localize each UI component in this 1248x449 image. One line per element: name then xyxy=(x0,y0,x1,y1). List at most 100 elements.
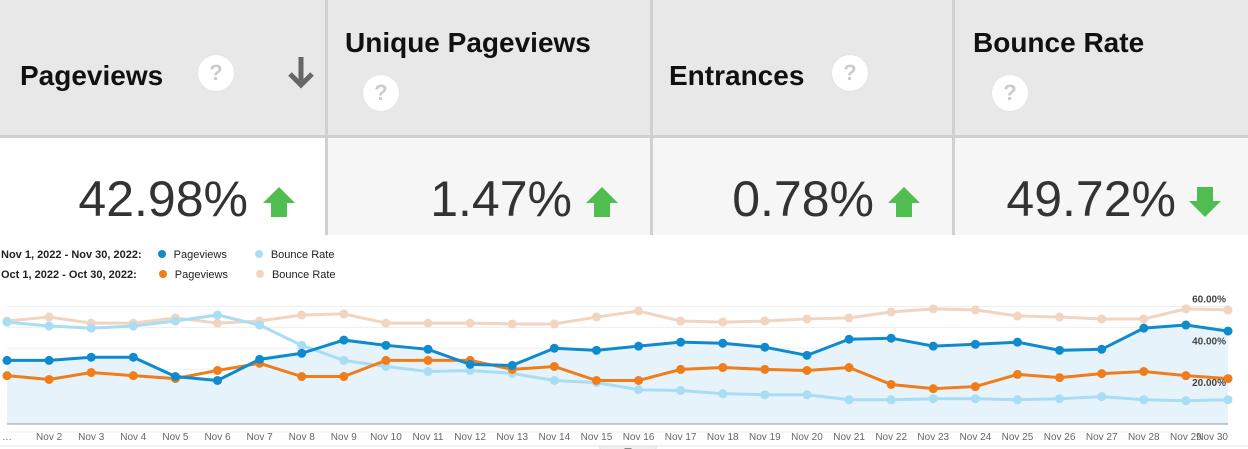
data-point xyxy=(213,318,223,328)
value-cell-unique-pageviews xyxy=(328,138,650,235)
data-point xyxy=(760,316,770,326)
data-point xyxy=(297,348,307,358)
value-cell-pageviews xyxy=(0,138,325,235)
data-point xyxy=(970,339,980,349)
legend-label: Pageviews xyxy=(173,249,227,261)
data-point xyxy=(255,354,265,364)
data-point xyxy=(634,385,644,395)
legend-label: Bounce Rate xyxy=(270,249,335,261)
data-point xyxy=(844,313,854,323)
divider xyxy=(952,0,955,235)
metric-title[interactable]: Entrances xyxy=(669,60,805,91)
data-point xyxy=(591,375,601,385)
data-point xyxy=(844,334,854,344)
header-unique-pageviews[interactable] xyxy=(328,0,650,138)
header-pageviews[interactable] xyxy=(0,0,325,138)
data-point xyxy=(1097,314,1107,324)
data-point xyxy=(1223,395,1233,405)
help-icon[interactable]: ? xyxy=(198,55,234,91)
data-point xyxy=(381,318,391,328)
metric-value: 42.98% xyxy=(78,171,248,227)
data-point xyxy=(170,372,180,382)
data-point xyxy=(760,390,770,400)
x-tick-label: Nov 15 xyxy=(581,432,613,443)
x-tick-label: Nov 4 xyxy=(120,432,147,443)
data-point xyxy=(676,386,686,396)
data-point xyxy=(549,343,559,353)
x-tick-label: Nov 6 xyxy=(204,432,231,443)
data-point xyxy=(339,372,349,382)
x-tick-label: Nov 28 xyxy=(1128,432,1160,443)
legend-dot-icon xyxy=(254,250,263,258)
data-point xyxy=(549,361,559,371)
trend-up-icon xyxy=(263,187,295,217)
x-tick-label: Nov 29 xyxy=(1170,432,1202,443)
x-tick-label: Nov 22 xyxy=(875,432,907,443)
legend-row-current: Nov 1, 2022 - Nov 30, 2022: Pageviews Boun… xyxy=(1,249,334,261)
help-icon[interactable]: ? xyxy=(363,75,399,111)
sort-down-arrow-icon[interactable] xyxy=(286,55,316,89)
x-tick-label: Nov 17 xyxy=(665,432,697,443)
series-line xyxy=(7,323,1229,383)
legend-label: Bounce Rate xyxy=(271,269,336,281)
metric-title[interactable]: Unique Pageviews xyxy=(345,27,591,58)
data-point xyxy=(1012,311,1022,321)
x-tick-label: Nov 10 xyxy=(370,432,402,443)
data-point xyxy=(928,341,938,351)
data-point xyxy=(2,355,12,365)
data-point xyxy=(423,366,433,376)
data-point xyxy=(1012,337,1022,347)
data-point xyxy=(170,316,180,326)
x-tick-label: Nov 12 xyxy=(454,432,486,443)
data-point xyxy=(1055,394,1065,404)
data-point xyxy=(339,335,349,345)
data-point xyxy=(718,317,728,327)
series-line xyxy=(6,307,1229,326)
data-point xyxy=(591,312,601,322)
legend-range: Nov 1, 2022 - Nov 30, 2022: xyxy=(1,249,142,261)
data-point xyxy=(507,319,517,329)
data-point xyxy=(802,350,812,360)
data-point xyxy=(676,337,686,347)
x-tick-label: Nov 5 xyxy=(162,432,189,443)
trend-up-icon xyxy=(888,187,920,217)
data-point xyxy=(634,306,644,316)
metric-value: 1.47% xyxy=(430,171,572,227)
y-tick-label: 60.00% xyxy=(1192,294,1226,305)
data-point xyxy=(928,304,938,314)
metric-value: 0.78% xyxy=(732,171,874,227)
legend-label: Pageviews xyxy=(174,269,228,281)
data-point xyxy=(928,394,938,404)
data-point xyxy=(2,371,12,381)
data-point xyxy=(1055,345,1065,355)
header-entrances[interactable] xyxy=(653,0,952,138)
data-point xyxy=(928,384,938,394)
data-point xyxy=(44,321,54,331)
help-icon[interactable]: ? xyxy=(832,55,868,91)
metric-title[interactable]: Pageviews xyxy=(20,60,164,91)
data-point xyxy=(1223,326,1233,336)
data-point xyxy=(255,320,265,330)
x-tick-label: Nov 21 xyxy=(833,432,865,443)
data-point xyxy=(1181,304,1191,314)
data-point xyxy=(591,345,601,355)
header-bounce-rate[interactable] xyxy=(955,0,1248,138)
data-point xyxy=(213,375,223,385)
y-tick-label: 40.00% xyxy=(1192,336,1226,347)
data-point xyxy=(423,355,433,365)
data-point xyxy=(1223,374,1233,384)
data-point xyxy=(297,340,307,350)
metric-title[interactable]: Bounce Rate xyxy=(973,27,1145,58)
data-point xyxy=(339,355,349,365)
series-line xyxy=(6,313,1229,403)
data-point xyxy=(297,372,307,382)
x-tick-label: Nov 3 xyxy=(78,432,105,443)
x-tick-label: Nov 20 xyxy=(791,432,823,443)
help-icon[interactable]: ? xyxy=(992,75,1028,111)
legend-dot-icon xyxy=(158,270,167,278)
data-point xyxy=(1097,344,1107,354)
legend-range: Oct 1, 2022 - Oct 30, 2022: xyxy=(1,269,137,281)
data-point xyxy=(802,314,812,324)
data-point xyxy=(886,395,896,405)
data-point xyxy=(213,310,223,320)
